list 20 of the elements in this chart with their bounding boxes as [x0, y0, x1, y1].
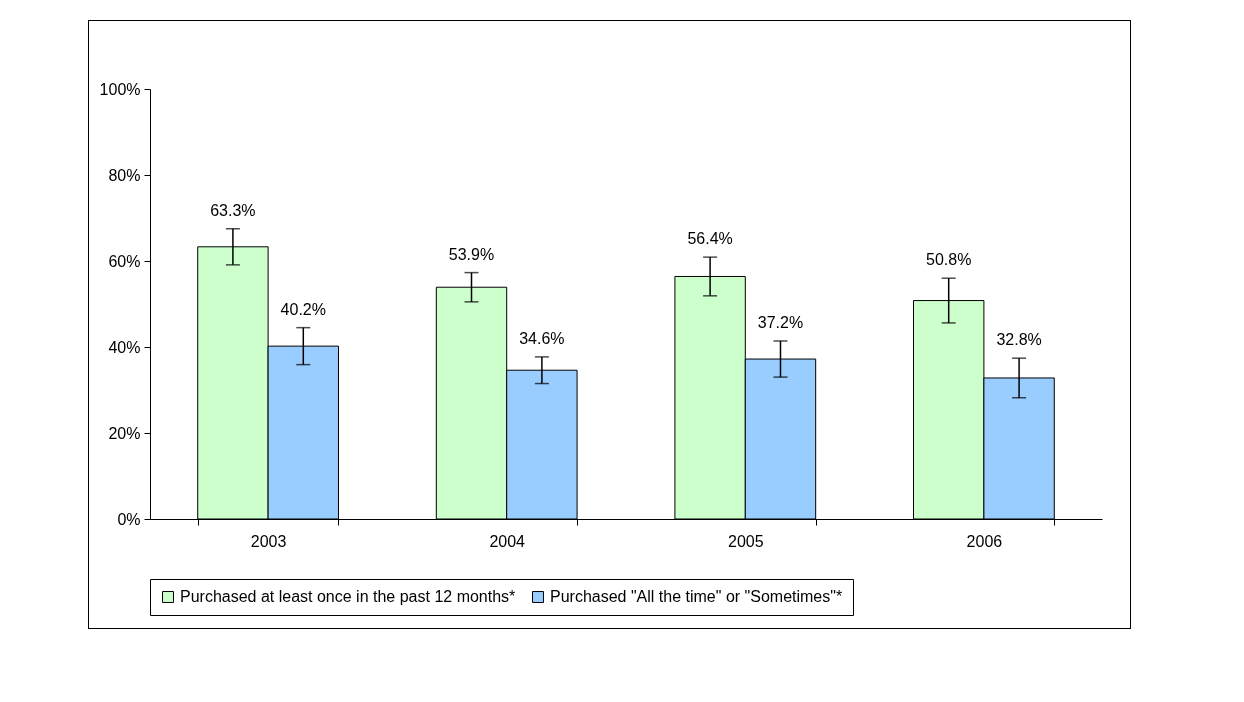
- data-label: 63.3%: [210, 201, 256, 219]
- data-label: 53.9%: [448, 245, 495, 263]
- y-tick-label: 0%: [117, 510, 141, 528]
- data-label: 32.8%: [996, 331, 1042, 349]
- data-label: 37.2%: [757, 313, 804, 331]
- data-label: 34.6%: [519, 329, 565, 347]
- y-tick-label: 60%: [108, 252, 141, 270]
- data-label: 50.8%: [926, 251, 972, 269]
- x-tick-label: 2005: [728, 532, 764, 550]
- legend-label: Purchased at least once in the past 12 months*: [180, 588, 516, 605]
- data-label: 56.4%: [687, 230, 733, 248]
- y-tick-label: 100%: [99, 80, 141, 98]
- y-tick-label: 40%: [108, 338, 141, 356]
- data-label: 40.2%: [280, 300, 326, 318]
- legend-label: Purchased "All the time" or "Sometimes"*: [550, 588, 843, 605]
- x-tick-label: 2004: [489, 532, 526, 550]
- x-tick-label: 2003: [250, 532, 287, 550]
- y-tick-label: 80%: [108, 166, 141, 184]
- y-tick-label: 20%: [108, 424, 141, 442]
- x-tick-label: 2006: [966, 532, 1003, 550]
